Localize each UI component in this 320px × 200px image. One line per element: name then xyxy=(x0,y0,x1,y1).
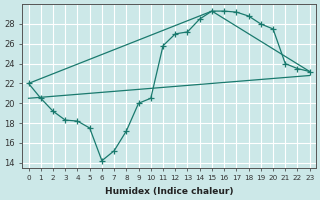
X-axis label: Humidex (Indice chaleur): Humidex (Indice chaleur) xyxy=(105,187,233,196)
